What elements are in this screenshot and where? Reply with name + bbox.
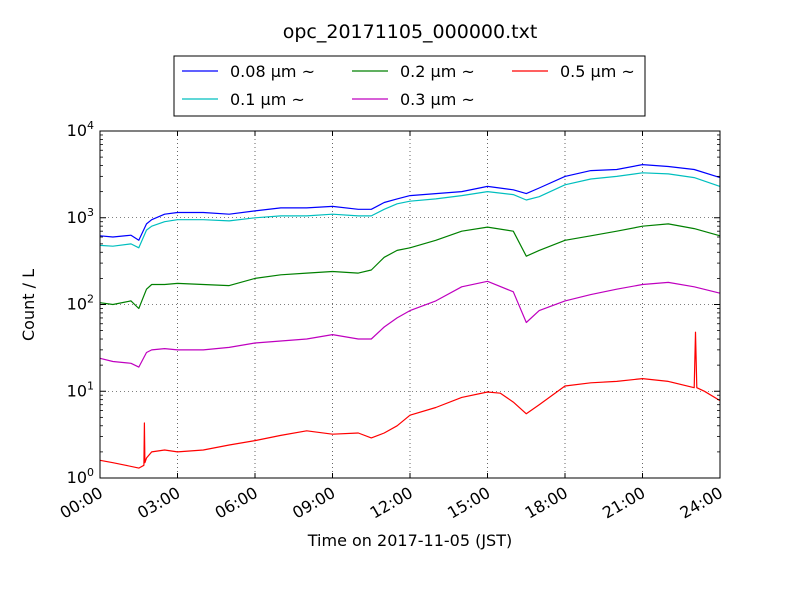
series-group <box>99 164 721 469</box>
x-tick-label: 03:00 <box>134 483 183 523</box>
legend: 0.08 μm ~ 0.1 μm ~ 0.2 μm ~ 0.3 μm ~ 0.5 μm … <box>173 55 646 117</box>
legend-label: 0.2 μm ~ <box>400 62 475 81</box>
y-tick-label: 104 <box>67 119 94 140</box>
series-line <box>99 331 721 469</box>
grid <box>100 131 720 478</box>
x-tick-label: 06:00 <box>212 483 261 523</box>
x-tick-label: 18:00 <box>522 483 571 523</box>
legend-label: 0.08 μm ~ <box>230 62 315 81</box>
y-tick-label: 102 <box>67 293 94 314</box>
legend-box <box>173 55 646 117</box>
x-tick-label: 24:00 <box>677 483 726 523</box>
series-line <box>99 223 721 310</box>
x-axis-label: Time on 2017-11-05 (JST) <box>307 531 512 550</box>
chart-title: opc_20171105_000000.txt <box>283 21 538 43</box>
y-tick-label: 103 <box>67 206 94 227</box>
y-tick-label: 101 <box>67 379 94 400</box>
series-line <box>99 164 721 241</box>
x-tick-label: 15:00 <box>444 483 493 523</box>
legend-label: 0.5 μm ~ <box>560 62 635 81</box>
x-tick-label: 00:00 <box>57 483 106 523</box>
y-tick-label: 100 <box>67 466 94 487</box>
legend-label: 0.3 μm ~ <box>400 90 475 109</box>
series-line <box>99 172 721 249</box>
y-axis: 100 101 102 103 104 <box>67 119 720 487</box>
x-tick-label: 12:00 <box>367 483 416 523</box>
x-tick-label: 21:00 <box>599 483 648 523</box>
x-tick-label: 09:00 <box>289 483 338 523</box>
x-axis: 00:00 03:00 06:00 09:00 12:00 15:00 18:00 21:00… <box>57 131 726 523</box>
series-line <box>99 280 721 368</box>
legend-label: 0.1 μm ~ <box>230 90 305 109</box>
y-axis-label: Count / L <box>19 269 38 341</box>
